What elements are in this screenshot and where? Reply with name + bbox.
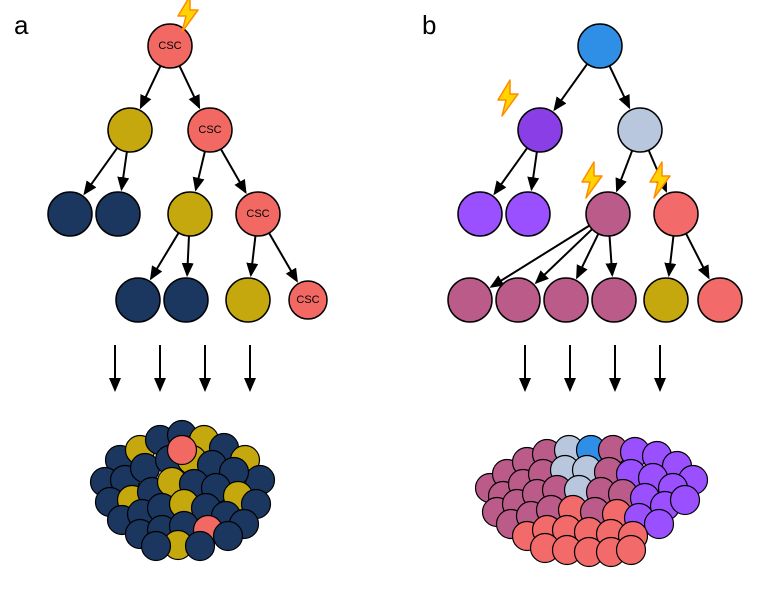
tree-node <box>506 192 550 236</box>
cluster-cell <box>617 536 646 565</box>
csc-label: CSC <box>296 294 319 306</box>
tree-node <box>618 108 662 152</box>
tree-node <box>654 192 698 236</box>
lightning-icon <box>650 162 670 198</box>
tree-node <box>48 192 92 236</box>
tree-node <box>164 278 208 322</box>
tree-node <box>496 278 540 322</box>
tree-edge <box>617 151 632 191</box>
tree-edge <box>141 66 161 108</box>
tree-edge <box>669 236 674 275</box>
tree-node <box>578 24 622 68</box>
tree-node <box>108 108 152 152</box>
tree-node <box>586 192 630 236</box>
tree-edge <box>187 236 189 275</box>
cluster-cell <box>168 436 197 465</box>
tree-edge <box>609 66 629 108</box>
panel-label: a <box>14 10 29 40</box>
tree-edge <box>610 236 613 275</box>
csc-label: CSC <box>158 40 181 52</box>
cluster-cell <box>142 532 171 561</box>
tree-edge <box>151 233 179 279</box>
tree-node <box>544 278 588 322</box>
tree-node <box>698 278 742 322</box>
tree-edge <box>686 234 709 278</box>
csc-label: CSC <box>198 124 221 136</box>
tree-node <box>644 278 688 322</box>
tree-node <box>518 108 562 152</box>
panel-label: b <box>422 10 436 40</box>
lightning-icon <box>498 80 518 116</box>
tree-edge <box>555 64 588 110</box>
tree-edge <box>179 66 199 108</box>
tree-node <box>168 192 212 236</box>
cluster-cell <box>186 532 215 561</box>
tree-node <box>458 192 502 236</box>
tree-edge <box>269 233 297 281</box>
tree-edge <box>122 152 127 189</box>
tree-edge <box>532 152 537 189</box>
tree-node <box>448 278 492 322</box>
cluster-cell <box>645 510 674 539</box>
csc-label: CSC <box>246 208 269 220</box>
tree-edge <box>85 148 118 194</box>
tree-node <box>116 278 160 322</box>
tree-node <box>226 278 270 322</box>
tree-edge <box>196 151 205 189</box>
cluster-cell <box>214 522 243 551</box>
tree-edge <box>251 236 256 275</box>
cluster-cell <box>671 486 700 515</box>
tree-edge <box>495 148 528 194</box>
tree-node <box>96 192 140 236</box>
tree-edge <box>536 229 592 283</box>
tree-edge <box>221 149 246 192</box>
lightning-icon <box>582 162 602 198</box>
tree-node <box>592 278 636 322</box>
